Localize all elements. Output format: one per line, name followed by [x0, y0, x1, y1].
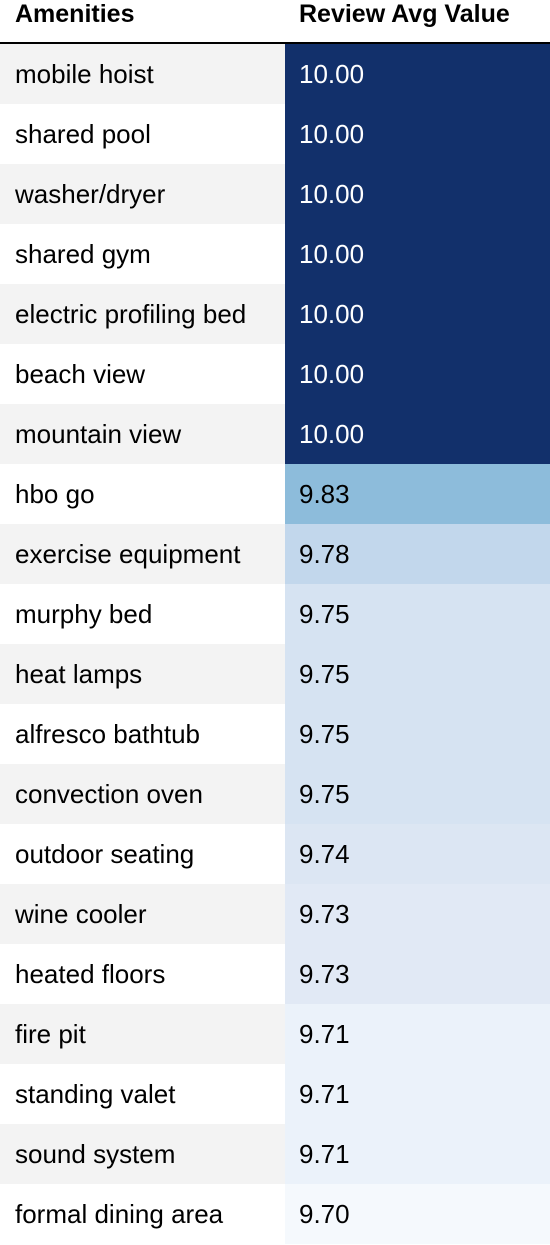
amenity-cell: wine cooler: [0, 884, 285, 944]
review-avg-value-cell: 9.71: [285, 1064, 550, 1124]
table-row: formal dining area 9.70: [0, 1184, 550, 1244]
table-row: hbo go 9.83: [0, 464, 550, 524]
table-row: electric profiling bed 10.00: [0, 284, 550, 344]
review-avg-value-cell: 10.00: [285, 164, 550, 224]
table-row: alfresco bathtub 9.75: [0, 704, 550, 764]
amenity-cell: electric profiling bed: [0, 284, 285, 344]
review-avg-value-cell: 9.75: [285, 584, 550, 644]
table-row: heated floors 9.73: [0, 944, 550, 1004]
review-avg-value-cell: 9.78: [285, 524, 550, 584]
amenity-cell: mobile hoist: [0, 44, 285, 104]
table-row: heat lamps 9.75: [0, 644, 550, 704]
table-row: shared pool 10.00: [0, 104, 550, 164]
review-avg-value-cell: 10.00: [285, 224, 550, 284]
amenity-cell: hbo go: [0, 464, 285, 524]
review-avg-value-cell: 9.75: [285, 704, 550, 764]
table-row: standing valet 9.71: [0, 1064, 550, 1124]
review-avg-value-cell: 10.00: [285, 344, 550, 404]
amenity-cell: convection oven: [0, 764, 285, 824]
table-row: shared gym 10.00: [0, 224, 550, 284]
amenity-cell: washer/dryer: [0, 164, 285, 224]
amenity-cell: mountain view: [0, 404, 285, 464]
review-avg-value-cell: 10.00: [285, 404, 550, 464]
amenity-cell: outdoor seating: [0, 824, 285, 884]
table-row: fire pit 9.71: [0, 1004, 550, 1064]
review-avg-value-cell: 9.71: [285, 1004, 550, 1064]
amenity-cell: shared pool: [0, 104, 285, 164]
amenity-cell: heat lamps: [0, 644, 285, 704]
review-avg-value-cell: 9.75: [285, 764, 550, 824]
review-avg-value-cell: 10.00: [285, 104, 550, 164]
amenity-cell: formal dining area: [0, 1184, 285, 1244]
amenity-cell: exercise equipment: [0, 524, 285, 584]
review-avg-value-cell: 9.75: [285, 644, 550, 704]
table-row: exercise equipment 9.78: [0, 524, 550, 584]
amenity-cell: murphy bed: [0, 584, 285, 644]
table-row: murphy bed 9.75: [0, 584, 550, 644]
review-avg-value-cell: 9.73: [285, 884, 550, 944]
table-row: mobile hoist 10.00: [0, 44, 550, 104]
table-row: outdoor seating 9.74: [0, 824, 550, 884]
review-avg-value-cell: 10.00: [285, 284, 550, 344]
review-avg-value-cell: 9.74: [285, 824, 550, 884]
table-row: washer/dryer 10.00: [0, 164, 550, 224]
amenity-cell: shared gym: [0, 224, 285, 284]
table-row: beach view 10.00: [0, 344, 550, 404]
amenity-cell: fire pit: [0, 1004, 285, 1064]
table-header-row: Amenities Review Avg Value: [0, 0, 550, 44]
column-header-review-avg-value: Review Avg Value: [299, 0, 510, 28]
table-body: mobile hoist 10.00 shared pool 10.00 washer/…: [0, 44, 550, 1244]
review-avg-value-cell: 9.83: [285, 464, 550, 524]
review-avg-value-cell: 9.71: [285, 1124, 550, 1184]
amenity-cell: sound system: [0, 1124, 285, 1184]
table-row: wine cooler 9.73: [0, 884, 550, 944]
column-header-amenities: Amenities: [15, 0, 135, 28]
review-avg-value-cell: 9.73: [285, 944, 550, 1004]
review-avg-value-cell: 9.70: [285, 1184, 550, 1244]
table-row: sound system 9.71: [0, 1124, 550, 1184]
amenity-cell: beach view: [0, 344, 285, 404]
table-row: convection oven 9.75: [0, 764, 550, 824]
amenity-cell: standing valet: [0, 1064, 285, 1124]
review-avg-value-cell: 10.00: [285, 44, 550, 104]
table-row: mountain view 10.00: [0, 404, 550, 464]
amenity-cell: heated floors: [0, 944, 285, 1004]
amenity-cell: alfresco bathtub: [0, 704, 285, 764]
